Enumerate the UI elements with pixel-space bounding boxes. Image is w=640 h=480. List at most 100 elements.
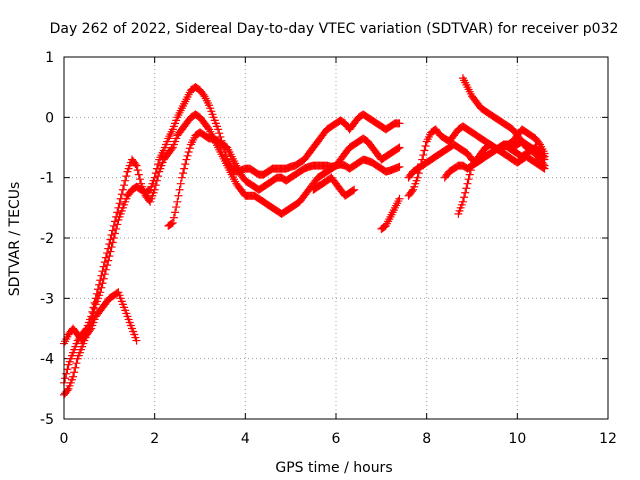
data-point-interp xyxy=(176,179,185,188)
data-point-interp xyxy=(111,217,119,226)
data-point-interp xyxy=(112,212,121,221)
data-point-interp xyxy=(92,289,101,298)
data-point-interp xyxy=(154,172,163,181)
y-tick-label: 1 xyxy=(45,50,54,66)
x-tick-label: 6 xyxy=(332,431,341,447)
data-point xyxy=(132,336,141,345)
x-tick-label: 8 xyxy=(422,431,431,447)
data-point-interp xyxy=(99,262,108,271)
data-point-interp xyxy=(183,151,192,160)
data-point-interp xyxy=(462,184,471,193)
data-point xyxy=(96,276,105,285)
data-point-interp xyxy=(113,208,122,217)
y-tick-label: 0 xyxy=(45,110,54,126)
data-point xyxy=(69,372,78,381)
data-point-interp xyxy=(539,151,548,160)
x-tick-label: 2 xyxy=(150,431,159,447)
data-point xyxy=(114,203,123,212)
data-point-interp xyxy=(120,181,129,190)
data-point-interp xyxy=(420,146,429,155)
data-point-interp xyxy=(179,169,187,178)
data-point-interp xyxy=(131,160,140,169)
data-point-interp xyxy=(63,365,72,374)
x-tick-label: 12 xyxy=(599,431,617,447)
data-point-interp xyxy=(151,181,160,190)
data-point-interp xyxy=(90,298,99,307)
data-point xyxy=(350,185,359,194)
data-point xyxy=(105,240,114,249)
series-track-1 xyxy=(60,83,404,399)
series-track-3 xyxy=(60,110,404,387)
data-point xyxy=(91,294,100,303)
data-point xyxy=(463,179,472,188)
data-point-interp xyxy=(167,219,176,228)
y-tick-label: -3 xyxy=(40,291,54,307)
series-track-6 xyxy=(377,194,404,233)
data-point xyxy=(458,197,467,206)
data-point-interp xyxy=(89,303,98,312)
x-tick-label: 10 xyxy=(508,431,526,447)
data-point-interp xyxy=(421,141,430,150)
data-point xyxy=(100,258,109,267)
data-point xyxy=(395,162,404,171)
x-tick-label: 0 xyxy=(60,431,69,447)
data-points xyxy=(60,74,549,399)
data-point-interp xyxy=(349,186,357,195)
data-point xyxy=(540,164,549,173)
data-point xyxy=(413,173,422,182)
y-tick-label: -4 xyxy=(40,352,54,368)
data-point-interp xyxy=(70,368,79,377)
data-point-interp xyxy=(171,208,180,217)
y-tick-label: -1 xyxy=(40,171,54,187)
data-point-interp xyxy=(175,185,184,194)
data-point-interp xyxy=(72,359,81,368)
data-point xyxy=(540,152,549,161)
data-point-interp xyxy=(464,175,473,184)
data-point-interp xyxy=(107,230,116,239)
data-point-interp xyxy=(180,164,189,173)
data-point-interp xyxy=(169,213,178,222)
data-point xyxy=(118,185,127,194)
chart-title: Day 262 of 2022, Sidereal Day-to-day VTE… xyxy=(50,21,619,37)
y-tick-label: -2 xyxy=(40,231,54,247)
data-point-interp xyxy=(152,176,161,185)
data-point-interp xyxy=(101,253,110,262)
data-point xyxy=(395,119,404,128)
y-axis-label: SDTVAR / TECUs xyxy=(7,182,23,297)
data-point-interp xyxy=(181,160,190,169)
data-point-interp xyxy=(103,249,112,258)
data-point-interp xyxy=(460,193,469,202)
data-point-interp xyxy=(116,194,125,203)
series-track-2 xyxy=(60,288,141,348)
series-track-4 xyxy=(164,128,404,230)
data-point-interp xyxy=(94,285,102,294)
data-point xyxy=(395,143,404,152)
data-point-interp xyxy=(394,144,403,153)
data-point-interp xyxy=(133,166,142,175)
data-point-interp xyxy=(106,235,115,244)
data-point-interp xyxy=(122,172,131,181)
data-point xyxy=(214,125,223,134)
data-point-interp xyxy=(88,307,97,316)
data-point-interp xyxy=(95,280,104,289)
data-point-interp xyxy=(115,199,124,208)
data-point-interp xyxy=(117,190,126,199)
data-point-interp xyxy=(465,170,474,179)
data-point-interp xyxy=(172,203,181,212)
y-tick-label: -5 xyxy=(40,412,54,428)
data-point-interp xyxy=(81,326,90,335)
data-point-interp xyxy=(539,163,548,172)
data-point xyxy=(109,221,118,230)
data-point xyxy=(395,194,404,203)
data-point-interp xyxy=(71,363,80,372)
series-track-7 xyxy=(404,122,549,200)
data-point-interp xyxy=(215,129,224,138)
x-axis-label: GPS time / hours xyxy=(275,460,392,476)
series-track-5 xyxy=(309,173,359,200)
data-point xyxy=(177,173,186,182)
data-point-interp xyxy=(154,160,163,169)
series-track-11 xyxy=(440,137,549,182)
data-point-interp xyxy=(63,386,72,395)
x-tick-label: 4 xyxy=(241,431,250,447)
data-point-interp xyxy=(407,187,416,196)
